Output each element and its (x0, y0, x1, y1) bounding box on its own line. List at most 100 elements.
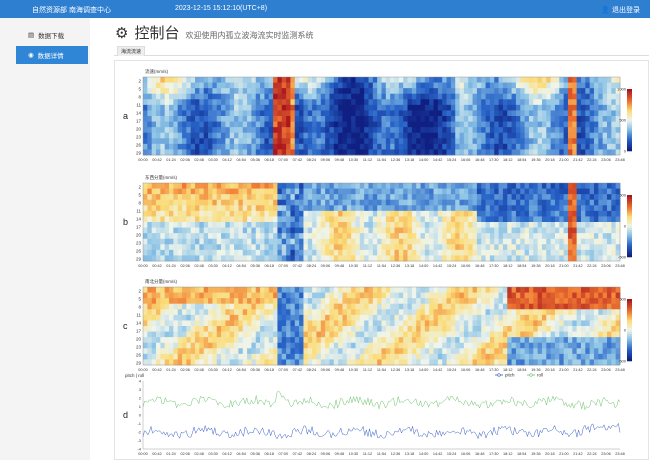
heatmap-cell (437, 326, 443, 332)
logout-button[interactable]: 👤 退出登录 (601, 5, 640, 15)
heatmap-cell (468, 127, 473, 134)
heatmap-cell (355, 303, 361, 310)
heatmap-cell (286, 188, 291, 195)
heatmap-cell (437, 249, 443, 256)
heatmap-cell (247, 331, 252, 338)
heatmap-cell (268, 188, 274, 195)
chart-a-x-tick-30: 21:00 (559, 158, 569, 162)
heatmap-cell (173, 298, 179, 305)
heatmap-cell (515, 292, 521, 299)
heatmap-cell (572, 188, 578, 195)
heatmap-cell (277, 314, 283, 321)
heatmap-cell (476, 149, 482, 156)
heatmap-cell (615, 210, 621, 217)
heatmap-cell (277, 244, 283, 251)
heatmap-cell (316, 194, 322, 201)
heatmap-cell (286, 222, 291, 228)
heatmap-cell (416, 287, 421, 293)
heatmap-cell (195, 104, 200, 111)
heatmap-cell (255, 132, 261, 139)
heatmap-cell (459, 104, 465, 111)
heatmap-cell (485, 342, 491, 349)
heatmap-cell (554, 116, 560, 122)
heatmap-cell (364, 359, 369, 366)
heatmap-cell (342, 93, 348, 100)
heatmap-cell (212, 183, 218, 189)
heatmap-cell (554, 359, 560, 366)
heatmap-cell (208, 303, 213, 310)
heatmap-cell (290, 143, 296, 150)
heatmap-cell (502, 244, 508, 251)
heatmap-cell (615, 326, 621, 332)
heatmap-cell (598, 77, 604, 83)
heatmap-cell (593, 287, 599, 293)
heatmap-cell (177, 116, 183, 122)
chart-c-x-tick-25: 17:30 (489, 368, 499, 372)
heatmap-cell (437, 199, 443, 206)
heatmap-cell (394, 244, 400, 251)
heatmap-cell (290, 121, 296, 128)
heatmap-cell (437, 238, 443, 245)
heatmap-cell (190, 216, 196, 223)
heatmap-cell (537, 132, 543, 139)
heatmap-cell (481, 320, 486, 327)
heatmap-cell (260, 292, 265, 299)
chart-c-x-tick-31: 21:42 (573, 368, 583, 372)
heatmap-cell (143, 287, 148, 293)
heatmap-cell (338, 331, 343, 338)
heatmap-cell (463, 227, 469, 234)
heatmap-cell (385, 233, 391, 240)
heatmap-cell (169, 238, 174, 245)
heatmap-cell (329, 93, 335, 100)
heatmap-cell (177, 110, 183, 117)
heatmap-cell (385, 104, 391, 111)
heatmap-cell (286, 348, 291, 355)
heatmap-cell (411, 205, 417, 212)
heatmap-cell (264, 104, 270, 111)
heatmap-cell (381, 132, 387, 139)
heatmap-cell (186, 337, 192, 344)
heatmap-cell (494, 194, 499, 201)
heatmap-cell (416, 292, 421, 299)
heatmap-cell (528, 132, 534, 139)
heatmap-cell (455, 99, 460, 106)
heatmap-cell (524, 210, 530, 217)
heatmap-cell (255, 359, 261, 366)
chart-d-x-tick-23: 16:06 (461, 452, 471, 456)
colorbar-cell (627, 207, 632, 210)
heatmap-cell (507, 183, 512, 189)
heatmap-cell (303, 188, 309, 195)
heatmap-cell (299, 353, 304, 360)
heatmap-cell (268, 353, 274, 360)
heatmap-cell (494, 199, 499, 206)
heatmap-cell (333, 348, 339, 355)
heatmap-cell (247, 287, 252, 293)
heatmap-cell (541, 353, 547, 360)
sidebar-item-download[interactable]: ▤ 数据下载 (16, 26, 88, 44)
heatmap-cell (602, 303, 608, 310)
colorbar-cell (627, 203, 632, 206)
heatmap-cell (494, 292, 499, 299)
heatmap-cell (286, 116, 291, 122)
heatmap-cell (576, 222, 582, 228)
heatmap-cell (225, 227, 231, 234)
heatmap-cell (333, 249, 339, 256)
heatmap-cell (303, 116, 309, 122)
heatmap-cell (212, 314, 218, 321)
heatmap-cell (606, 233, 612, 240)
heatmap-cell (468, 287, 473, 293)
heatmap-cell (199, 255, 205, 262)
heatmap-cell (316, 309, 322, 316)
sidebar-item-details[interactable]: ◉ 数据详情 (16, 46, 88, 64)
chart-b-x-tick-13: 09:06 (321, 264, 331, 268)
heatmap-cell (554, 326, 560, 332)
heatmap-cell (585, 287, 591, 293)
heatmap-cell (524, 99, 530, 106)
heatmap-cell (429, 309, 434, 316)
heatmap-cell (537, 99, 543, 106)
heatmap-cell (277, 287, 283, 293)
tab-current-speed[interactable]: 海流流速 (117, 46, 146, 56)
heatmap-cell (229, 326, 235, 332)
heatmap-cell (225, 138, 231, 145)
heatmap-cell (572, 82, 578, 89)
